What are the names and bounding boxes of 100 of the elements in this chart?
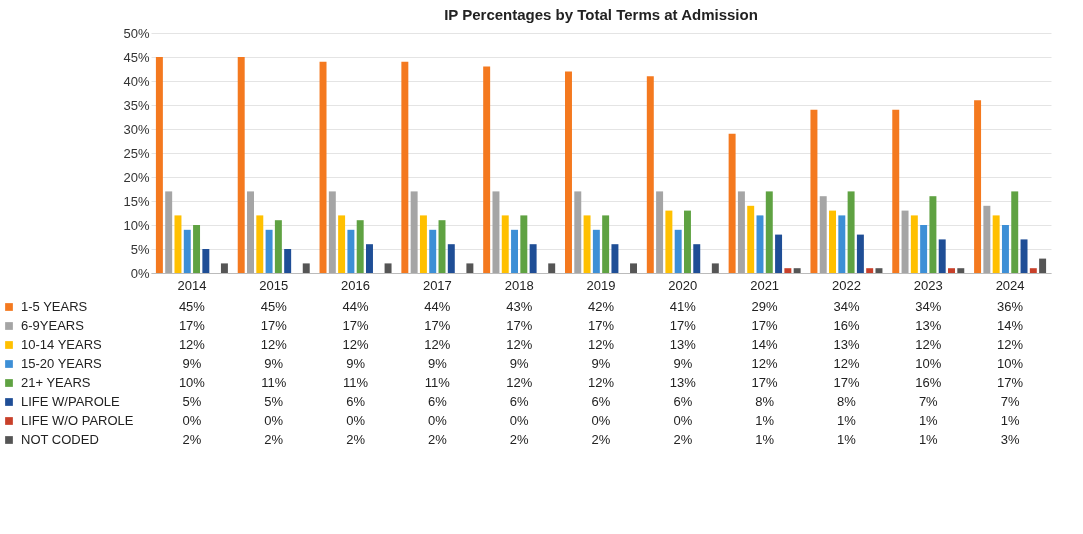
x-tick-label: 2014 [177,277,207,293]
data-label: 17% [751,375,779,390]
y-tick-label: 40% [123,73,150,89]
x-tick-label: 2021 [750,277,780,293]
data-label: 17% [424,318,451,333]
data-label: 11% [343,375,369,390]
data-label: 36% [997,299,1024,314]
bar [674,229,682,273]
data-label: 14% [751,337,779,352]
data-label: 14% [997,318,1024,333]
bar [574,191,582,273]
y-tick-label: 10% [123,217,150,233]
data-label: 12% [506,337,533,352]
data-label: 5% [264,394,284,409]
data-label: 17% [751,318,779,333]
bar [875,268,883,273]
data-label: 17% [997,375,1024,390]
bar [938,239,946,273]
bar [683,210,691,273]
data-label: 13% [669,337,697,352]
y-tick-label: 0% [130,265,150,281]
legend-label: 15-20 YEARS [21,356,103,371]
data-label: 12% [506,375,533,390]
data-label: 9% [673,356,693,371]
data-label: 11% [261,375,287,390]
data-label: 0% [427,413,448,428]
data-label: 41% [669,299,697,314]
x-tick-label: 2015 [259,277,289,293]
data-label: 12% [178,337,206,352]
legend-label: 21+ YEARS [21,375,91,390]
bar [501,215,509,273]
x-tick-label: 2019 [586,277,616,293]
bar [611,244,619,273]
data-label: 34% [915,299,942,314]
data-label: 13% [669,375,697,390]
y-tick-label: 5% [130,241,150,257]
bar [737,191,745,273]
data-label: 12% [342,337,369,352]
data-label: 12% [260,337,288,352]
data-label: 1% [918,413,939,428]
data-label: 9% [182,356,202,371]
bar [492,191,500,273]
data-label: 0% [673,413,693,428]
x-tick-label: 2018 [504,277,534,293]
data-label: 2% [591,432,611,447]
bar [256,215,264,273]
bar [910,215,918,273]
bar [784,268,792,273]
bar [401,61,409,273]
bar [174,215,182,273]
bar [466,263,474,273]
data-label: 1% [755,432,775,447]
data-label: 2% [264,432,284,447]
data-label: 7% [918,394,939,409]
data-label: 2% [346,432,366,447]
data-label: 9% [509,356,530,371]
x-tick-label: 2022 [831,277,861,293]
data-label: 13% [833,337,860,352]
data-label: 5% [182,394,202,409]
bar [847,191,855,273]
data-label: 12% [833,356,860,371]
bar [775,234,783,273]
bar [983,205,991,273]
bar [384,263,392,273]
data-label: 2% [509,432,530,447]
data-label: 9% [264,356,284,371]
legend-label: 10-14 YEARS [21,337,103,352]
bar [1029,268,1037,273]
bar [548,263,556,273]
bar [646,76,654,273]
data-label: 9% [346,356,366,371]
bar [366,244,373,273]
data-label: 12% [751,356,779,371]
data-label: 2% [427,432,448,447]
data-label: 43% [506,299,533,314]
bar [711,263,719,273]
data-label: 12% [424,337,451,352]
bar [829,210,836,273]
bar [1020,239,1028,273]
bar [920,225,928,273]
bar [901,210,909,273]
data-label: 9% [591,356,611,371]
bar [838,215,846,273]
bar [284,249,292,273]
data-label: 17% [833,375,860,390]
data-label: 6% [346,394,366,409]
data-label: 2% [673,432,693,447]
data-label: 13% [915,318,942,333]
data-label: 17% [260,318,288,333]
bar [565,71,572,273]
bar [957,268,965,273]
data-label: 44% [424,299,451,314]
bar [793,268,801,273]
data-label: 17% [669,318,697,333]
bar [948,268,955,273]
legend-label: LIFE W/PAROLE [21,394,121,409]
bar [328,191,336,273]
data-label: 1% [755,413,775,428]
bar [165,191,173,273]
bar [220,263,228,273]
